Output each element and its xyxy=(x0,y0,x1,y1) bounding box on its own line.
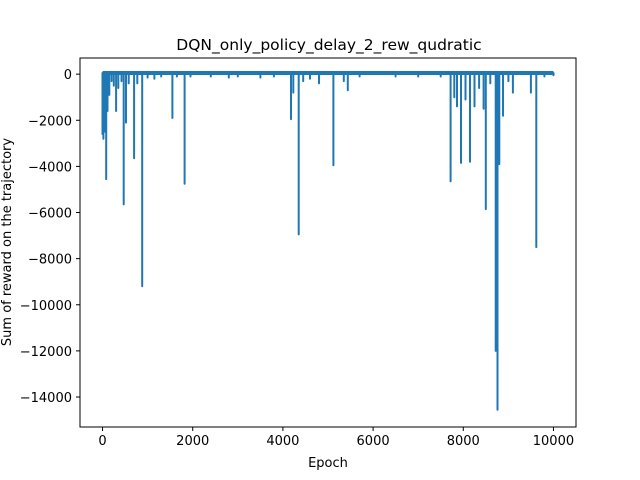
plot-area xyxy=(101,70,555,411)
y-tick-label: −4000 xyxy=(28,160,72,175)
y-axis: 0 −2000 −4000 −6000 −8000 −10000 −12000 −14000 xyxy=(20,68,80,406)
x-tick-label: 4000 xyxy=(266,434,299,449)
x-tick-label: 0 xyxy=(98,434,106,449)
y-axis-label: Sum of reward on the trajectory xyxy=(0,138,15,346)
x-axis: 0 2000 4000 6000 8000 10000 xyxy=(98,427,574,449)
y-tick-label: −10000 xyxy=(20,299,72,314)
x-tick-label: 6000 xyxy=(357,434,390,449)
x-tick-label: 8000 xyxy=(447,434,480,449)
y-tick-label: 0 xyxy=(64,68,72,83)
chart-title: DQN_only_policy_delay_2_rew_qudratic xyxy=(176,36,481,55)
y-tick-label: −14000 xyxy=(20,391,72,406)
x-tick-label: 10000 xyxy=(533,434,574,449)
y-tick-label: −12000 xyxy=(20,345,72,360)
x-axis-label: Epoch xyxy=(308,456,348,471)
y-tick-label: −6000 xyxy=(28,207,72,222)
y-tick-label: −2000 xyxy=(28,114,72,129)
y-tick-label: −8000 xyxy=(28,253,72,268)
x-tick-label: 2000 xyxy=(176,434,209,449)
axes-frame xyxy=(79,57,577,428)
